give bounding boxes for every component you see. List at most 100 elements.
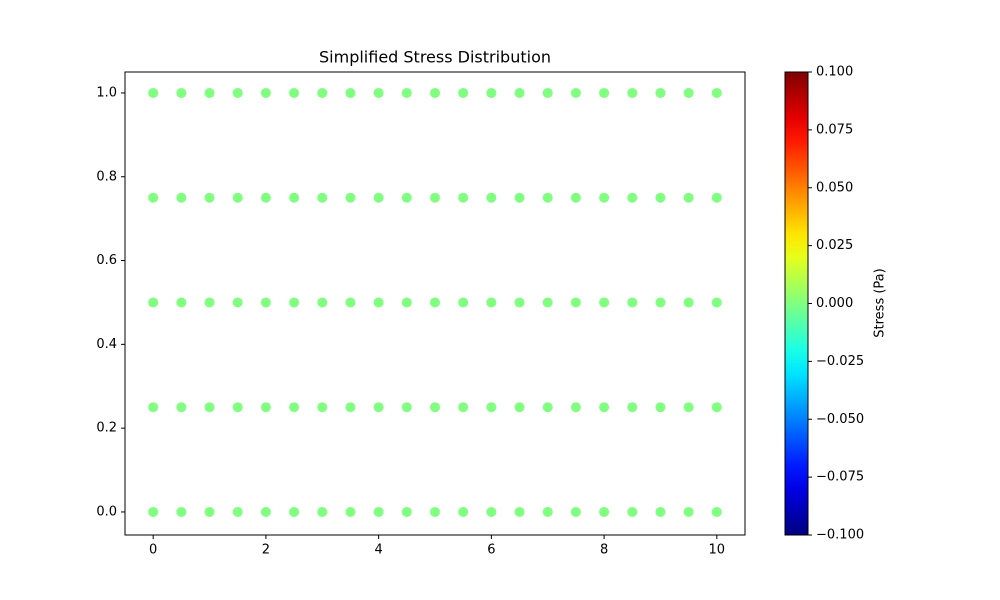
point — [542, 297, 553, 308]
point — [542, 192, 553, 203]
plot-frame — [124, 71, 746, 536]
y-tick-label: 0.4 — [96, 337, 117, 352]
point — [711, 192, 722, 203]
point — [260, 506, 271, 517]
chart-title: Simplified Stress Distribution — [319, 48, 551, 67]
point — [345, 506, 356, 517]
point — [289, 192, 300, 203]
point — [148, 506, 159, 517]
point — [430, 297, 440, 308]
point — [232, 297, 243, 308]
point — [401, 297, 412, 308]
point — [204, 192, 215, 203]
colorbar-tick-label: −0.075 — [816, 470, 864, 485]
point — [542, 87, 553, 98]
point — [260, 402, 271, 413]
point — [458, 506, 469, 517]
point — [627, 297, 638, 308]
point — [317, 402, 328, 413]
point — [176, 402, 187, 413]
point — [542, 506, 553, 517]
point — [570, 297, 581, 308]
point — [345, 402, 356, 413]
point — [514, 506, 525, 517]
point — [599, 402, 610, 413]
point — [373, 87, 384, 98]
point — [401, 402, 412, 413]
point — [570, 402, 581, 413]
point — [627, 192, 638, 203]
point — [486, 192, 497, 203]
point — [232, 402, 243, 413]
point — [260, 87, 271, 98]
point — [430, 192, 440, 203]
point — [260, 192, 271, 203]
point — [514, 87, 525, 98]
x-tick-label: 0 — [149, 543, 157, 558]
y-tick-label: 1.0 — [96, 85, 117, 100]
point — [289, 297, 300, 308]
point — [317, 297, 328, 308]
point — [458, 297, 469, 308]
point — [711, 297, 722, 308]
point — [148, 192, 159, 203]
point — [289, 402, 300, 413]
colorbar-tick-label: 0.025 — [816, 238, 853, 253]
point — [458, 402, 469, 413]
point — [260, 297, 271, 308]
point — [627, 402, 638, 413]
point — [514, 402, 525, 413]
point — [683, 297, 694, 308]
point — [711, 402, 722, 413]
point — [599, 87, 610, 98]
point — [317, 87, 328, 98]
point — [204, 297, 215, 308]
point — [570, 506, 581, 517]
y-tick-label: 0.0 — [96, 504, 117, 519]
colorbar-tick-label: 0.075 — [816, 122, 853, 137]
point — [711, 87, 722, 98]
colorbar-label: Stress (Pa) — [873, 268, 888, 337]
point — [599, 297, 610, 308]
point — [486, 297, 497, 308]
point — [655, 192, 666, 203]
point — [317, 192, 328, 203]
point — [204, 506, 215, 517]
point — [683, 402, 694, 413]
point — [430, 402, 440, 413]
point — [232, 192, 243, 203]
point — [176, 87, 187, 98]
point — [176, 297, 187, 308]
point — [542, 402, 553, 413]
point — [401, 192, 412, 203]
point — [401, 506, 412, 517]
point — [683, 87, 694, 98]
y-tick-label: 0.6 — [96, 253, 117, 268]
point — [599, 506, 610, 517]
point — [148, 87, 159, 98]
point — [373, 506, 384, 517]
colorbar — [785, 72, 808, 535]
point — [655, 297, 666, 308]
point — [289, 506, 300, 517]
point — [430, 87, 440, 98]
point — [458, 192, 469, 203]
colorbar-tick-label: −0.025 — [816, 354, 864, 369]
point — [683, 506, 694, 517]
x-tick-label: 4 — [374, 543, 382, 558]
point — [148, 402, 159, 413]
point — [345, 87, 356, 98]
point — [232, 87, 243, 98]
point — [655, 506, 666, 517]
point — [627, 87, 638, 98]
point — [627, 506, 638, 517]
point — [317, 506, 328, 517]
point — [514, 192, 525, 203]
point — [570, 87, 581, 98]
colorbar-tick-label: 0.100 — [816, 65, 853, 80]
point — [458, 87, 469, 98]
y-tick-label: 0.2 — [96, 421, 117, 436]
point — [373, 297, 384, 308]
point — [148, 297, 159, 308]
point — [514, 297, 525, 308]
